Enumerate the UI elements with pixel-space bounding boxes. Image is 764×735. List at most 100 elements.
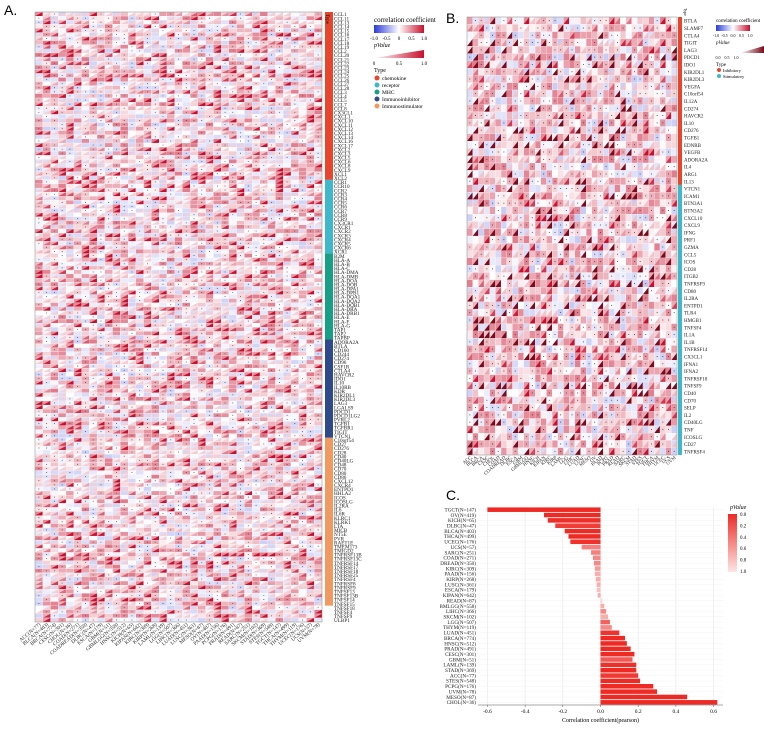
heatmap-a-triangle [244,48,253,53]
heatmap-a-dot [209,210,210,212]
heatmap-a-cell [197,265,206,271]
heatmap-a-triangle [112,48,121,53]
heatmap-a-dot [108,115,110,117]
heatmap-a-dot [123,242,125,244]
heatmap-a-triangle [259,20,268,25]
heatmap-a-dot [263,42,265,44]
heatmap-a-dot [131,66,133,68]
heatmap-a-dot [193,70,195,72]
heatmap-a-triangle [298,20,307,25]
heatmap-a-cell [314,245,323,250]
heatmap-a-cell [73,130,82,135]
heatmap-a-triangle [166,57,175,62]
heatmap-a-dot [286,267,288,269]
heatmap-a-cell [89,126,98,131]
heatmap-a-dot [108,38,110,40]
heatmap-a-dot [108,58,110,60]
heatmap-a-cell [42,200,51,205]
heatmap-a-cell [58,241,67,246]
heatmap-a-dot [193,95,195,97]
heatmap-a-cell [143,122,152,127]
heatmap-a-dot [170,25,172,27]
heatmap-a-cell [213,130,222,135]
heatmap-a-dot [185,173,187,175]
heatmap-a-dot [240,79,242,81]
heatmap-a-dot [263,83,265,85]
heatmap-a-dot [278,38,280,40]
heatmap-a-cell [73,237,82,242]
heatmap-a-dot [247,230,249,232]
heatmap-a-cell [104,183,113,189]
heatmap-a-dot [224,218,226,220]
heatmap-a-triangle [298,57,307,62]
heatmap-a-dot [224,222,226,224]
heatmap-a-dot [193,316,195,318]
heatmap-a-dot [209,38,210,40]
heatmap-a-dot [170,283,172,285]
heatmap-a-cell [112,155,121,160]
heatmap-a-cell [283,85,292,90]
heatmap-a-dot [224,296,226,297]
heatmap-a-triangle [42,12,51,17]
heatmap-a-triangle [236,44,245,49]
heatmap-a-dot [115,296,117,297]
heatmap-a-dot [108,287,110,289]
heatmap-a-cell [81,323,90,328]
heatmap-a-dot [232,58,234,60]
heatmap-a-triangle [112,44,121,49]
heatmap-a-cell [34,73,43,78]
heatmap-a-triangle [314,40,322,45]
heatmap-a-dot [263,136,265,138]
heatmap-a-dot [46,107,48,109]
heatmap-a-cell [182,208,191,213]
heatmap-a-cell [190,65,198,70]
heatmap-a-cell [298,36,307,41]
heatmap-a-dot [170,206,172,207]
heatmap-a-dot [201,287,203,289]
heatmap-a-dot [271,107,273,109]
heatmap-a-cell [42,175,51,180]
heatmap-a-dot [69,222,71,224]
heatmap-a-cell [151,36,160,41]
heatmap-a-cell [143,65,152,70]
heatmap-a-dot [61,124,63,126]
heatmap-a-dot [147,128,148,130]
heatmap-a-dot [178,242,179,244]
heatmap-a-dot [271,189,273,191]
heatmap-a-cell [112,56,121,62]
heatmap-a-dot [178,316,179,318]
heatmap-a-cell [205,175,214,180]
heatmap-a-dot [286,156,288,158]
heatmap-a-cell [244,142,253,148]
heatmap-a-dot [100,181,102,183]
heatmap-a-dot [108,95,110,97]
heatmap-a-dot [115,103,117,105]
heatmap-a-cell [228,220,237,225]
heatmap-a-cell [190,167,198,172]
heatmap-a-triangle [190,12,198,17]
heatmap-a-dot [201,259,203,261]
heatmap-a-dot [92,206,94,207]
heatmap-a-cell [50,77,59,82]
heatmap-a-cell [73,138,82,144]
heatmap-a-dot [317,259,319,261]
heatmap-a-triangle [221,57,229,62]
heatmap-a-dot [286,210,288,212]
heatmap-a-dot [278,29,280,31]
heatmap-a-triangle [135,36,144,41]
heatmap-a-triangle [66,48,74,53]
heatmap-a-cell [213,159,222,164]
heatmap-a-triangle [97,32,105,37]
heatmap-a-cell [314,286,323,291]
heatmap-a-dot [38,87,40,89]
heatmap-a-cell [58,228,67,234]
heatmap-a-dot [247,304,249,306]
heatmap-a-dot [46,181,48,183]
heatmap-a-triangle [306,57,315,62]
heatmap-a-cell [259,147,268,152]
heatmap-a-dot [201,263,203,265]
heatmap-a-triangle [244,16,253,21]
heatmap-a-dot [317,206,319,207]
heatmap-a-cell [197,298,206,303]
heatmap-a-dot [224,185,226,187]
